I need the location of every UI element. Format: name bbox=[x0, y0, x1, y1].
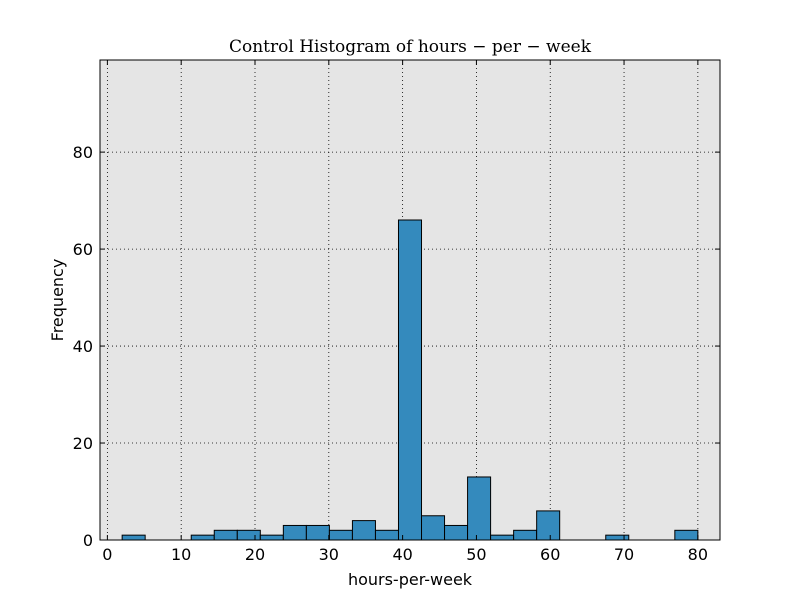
histogram-bar-4 bbox=[213, 529, 238, 541]
histogram-bar-14 bbox=[444, 524, 469, 541]
axis-ticks bbox=[100, 60, 720, 541]
grid-lines bbox=[100, 60, 720, 541]
histogram-bar-3 bbox=[190, 534, 215, 541]
y-tick-label: 80 bbox=[73, 143, 93, 162]
y-axis-label: Frequency bbox=[48, 259, 67, 342]
histogram-bar-7 bbox=[282, 524, 307, 541]
histogram-bar-13 bbox=[421, 515, 446, 541]
x-tick-label: 30 bbox=[319, 545, 339, 564]
histogram-bar-9 bbox=[328, 529, 353, 541]
histogram-bar-24 bbox=[674, 529, 699, 541]
y-tick-label: 40 bbox=[73, 337, 93, 356]
histogram-bar-5 bbox=[236, 529, 261, 541]
y-tick-label: 20 bbox=[73, 434, 93, 453]
x-tick-label: 0 bbox=[102, 545, 112, 564]
histogram-bar-21 bbox=[605, 534, 630, 541]
histogram-bar-18 bbox=[536, 510, 561, 541]
histogram-bar-12 bbox=[397, 219, 423, 541]
plot-area-frame bbox=[99, 59, 721, 541]
histogram-bar-11 bbox=[374, 529, 399, 541]
histogram-bar-16 bbox=[490, 534, 515, 541]
x-tick-label: 40 bbox=[392, 545, 412, 564]
axis-tick-labels: 0 10 20 30 40 50 60 70 80 0 20 40 60 80 bbox=[73, 143, 708, 564]
chart-title: Control Histogram of hours − per − week bbox=[229, 37, 592, 57]
histogram-bar-15 bbox=[467, 476, 492, 541]
x-tick-label: 70 bbox=[614, 545, 634, 564]
histogram-bar-0 bbox=[121, 534, 146, 541]
x-tick-label: 80 bbox=[688, 545, 708, 564]
y-tick-label: 0 bbox=[83, 531, 93, 550]
x-tick-label: 60 bbox=[540, 545, 560, 564]
y-tick-label: 60 bbox=[73, 240, 93, 259]
x-axis-label: hours-per-week bbox=[348, 570, 473, 589]
histogram-bar-10 bbox=[351, 520, 376, 541]
histogram-bar-6 bbox=[259, 534, 284, 541]
x-tick-label: 10 bbox=[171, 545, 191, 564]
x-tick-label: 50 bbox=[466, 545, 486, 564]
histogram-bars bbox=[121, 219, 699, 541]
x-tick-label: 20 bbox=[245, 545, 265, 564]
histogram-bar-17 bbox=[513, 529, 538, 541]
histogram-bar-8 bbox=[305, 524, 330, 541]
